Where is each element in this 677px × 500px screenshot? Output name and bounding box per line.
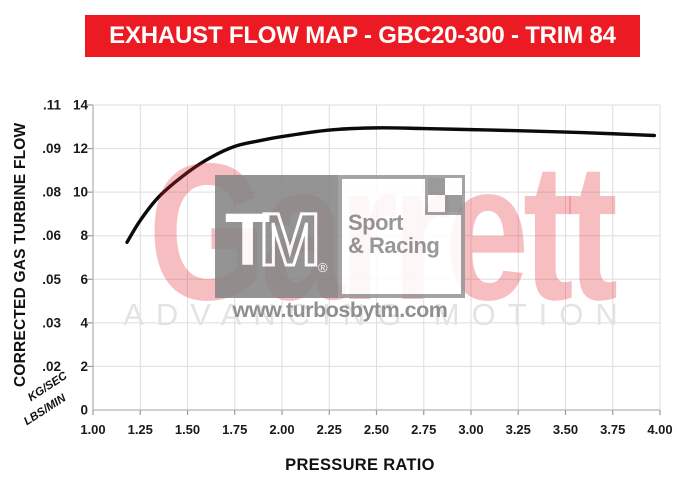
x-tick-label: 1.75 xyxy=(222,422,247,437)
x-tick-label: 2.00 xyxy=(269,422,294,437)
flow-curve-path xyxy=(125,126,657,244)
checker-cell xyxy=(428,178,445,195)
y-tick-label-lbs-min: 10 xyxy=(73,185,88,200)
checker-cell xyxy=(445,178,462,195)
y-tick-label-lbs-min: 2 xyxy=(80,359,88,374)
y-tick-label-kg-sec: .06 xyxy=(42,228,61,243)
x-tick-label: 3.75 xyxy=(600,422,625,437)
svg-text:M: M xyxy=(259,198,321,281)
y-tick-label-kg-sec: .05 xyxy=(42,272,61,287)
y-tick-label-kg-sec: .09 xyxy=(42,141,61,156)
checker-cell xyxy=(428,195,445,212)
title-banner: EXHAUST FLOW MAP - GBC20-300 - TRIM 84 xyxy=(85,15,640,57)
y-tick-label-kg-sec: .11 xyxy=(43,98,62,113)
logo-line-sport: Sport xyxy=(348,210,403,235)
website-url: www.turbosbytm.com xyxy=(232,298,448,322)
tm-sport-racing-logo: T M ® Sport & Racing xyxy=(215,175,465,298)
x-tick-label: 2.25 xyxy=(317,422,342,437)
svg-text:T: T xyxy=(225,198,270,281)
y-tick-label-kg-sec: .08 xyxy=(42,185,61,200)
logo-sport-racing-text: Sport & Racing xyxy=(348,210,440,259)
checker-cell xyxy=(445,195,462,212)
y-tick-label-kg-sec: .02 xyxy=(42,359,61,374)
x-tick-label: 1.50 xyxy=(175,422,200,437)
y-tick-label-lbs-min: 12 xyxy=(73,141,88,156)
y-tick-label-lbs-min: 14 xyxy=(73,98,89,113)
y-tick-label-kg-sec: .03 xyxy=(42,315,61,330)
y-tick-label-lbs-min: 0 xyxy=(80,403,88,418)
x-tick-label: 2.50 xyxy=(364,422,389,437)
logo-line-racing: & Racing xyxy=(348,233,440,259)
x-tick-label: 1.25 xyxy=(128,422,153,437)
x-tick-label: 4.00 xyxy=(647,422,672,437)
x-tick-label: 1.00 xyxy=(80,422,105,437)
y-tick-label-lbs-min: 4 xyxy=(80,315,88,330)
x-tick-label: 2.75 xyxy=(411,422,436,437)
x-tick-label: 3.25 xyxy=(506,422,531,437)
y-tick-label-lbs-min: 8 xyxy=(80,228,88,243)
x-axis-title: PRESSURE RATIO xyxy=(285,456,435,474)
checkered-flag-icon xyxy=(425,175,465,215)
x-tick-label: 3.00 xyxy=(458,422,483,437)
tm-monogram-icon: T M ® xyxy=(225,197,328,283)
advancing-motion-tagline: ADVANCING MOTION xyxy=(123,297,630,332)
svg-text:®: ® xyxy=(318,260,328,275)
x-tick-label: 3.50 xyxy=(553,422,578,437)
tm-logo-mark: T M ® xyxy=(215,175,338,298)
y-tick-label-lbs-min: 6 xyxy=(80,272,88,287)
